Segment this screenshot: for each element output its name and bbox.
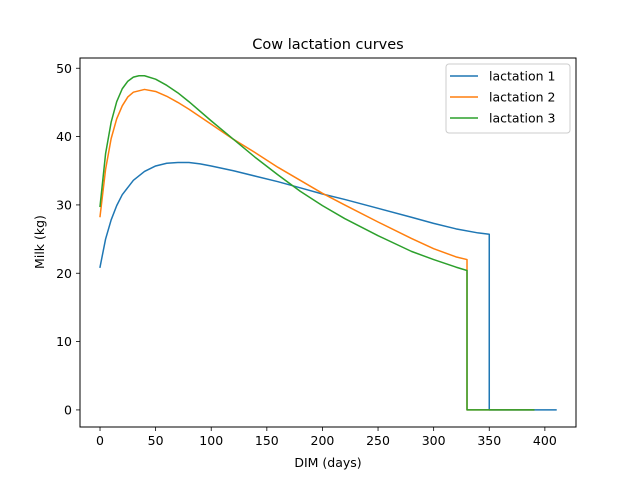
y-axis-label: Milk (kg): [32, 215, 47, 269]
y-axis-ticks: 0 10 20 30 40 50: [56, 61, 80, 417]
y-tick-label: 30: [56, 197, 72, 212]
legend: lactation 1 lactation 2 lactation 3: [445, 63, 571, 134]
x-tick-label: 400: [533, 433, 557, 448]
x-tick-label: 350: [477, 433, 501, 448]
y-tick-label: 20: [56, 266, 72, 281]
x-tick-label: 200: [311, 433, 335, 448]
plot-lines: [99, 75, 557, 411]
legend-label-2: lactation 2: [489, 90, 555, 105]
x-tick-label: 150: [255, 433, 279, 448]
x-tick-label: 50: [148, 433, 164, 448]
x-tick-label: 100: [199, 433, 223, 448]
x-tick-label: 0: [96, 433, 104, 448]
legend-box: [445, 63, 571, 134]
y-tick-label: 40: [56, 129, 72, 144]
y-tick-label: 10: [56, 334, 72, 349]
legend-label-1: lactation 1: [489, 69, 555, 84]
legend-label-3: lactation 3: [489, 111, 555, 126]
series-line-1: [99, 161, 557, 411]
plot-frame: [79, 57, 577, 428]
series-line-3: [99, 75, 535, 411]
x-tick-label: 300: [422, 433, 446, 448]
y-tick-label: 0: [64, 402, 72, 417]
x-axis-ticks: 0 50 100 150 200 250 300 350 400: [96, 427, 557, 448]
y-tick-label: 50: [56, 61, 72, 76]
x-axis-label: DIM (days): [294, 455, 361, 470]
x-tick-label: 250: [366, 433, 390, 448]
chart-title: Cow lactation curves: [252, 37, 404, 53]
